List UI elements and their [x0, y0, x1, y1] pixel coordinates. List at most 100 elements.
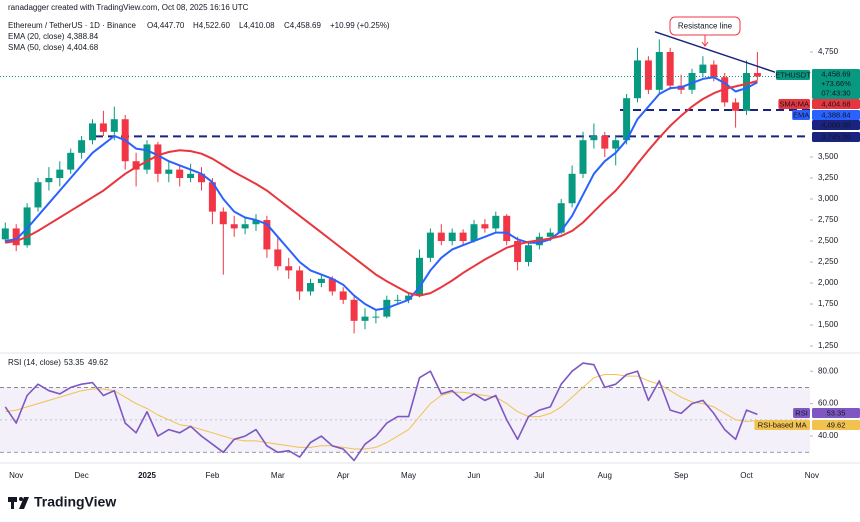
level-tag: 3,745.00 — [821, 132, 850, 141]
candle-body — [743, 73, 750, 111]
x-tick-label: Feb — [206, 471, 220, 480]
y-tick-label: 1,250 — [818, 341, 839, 350]
rsi-name-tag: RSI-based MA — [758, 420, 807, 429]
candle-body — [1, 228, 9, 240]
price-tag-change: +73.66% — [821, 79, 851, 88]
candle-body — [208, 182, 216, 212]
candle-body — [426, 232, 434, 258]
ohlc-open: O4,447.70 — [147, 21, 185, 30]
candle-body — [753, 73, 761, 77]
y-tick-label: 2,750 — [818, 215, 839, 224]
candle-body — [328, 278, 336, 292]
rsi-name-tag: RSI — [795, 408, 808, 417]
candle-body — [241, 224, 249, 229]
candle-body — [699, 64, 707, 74]
rsi-ma-value: 49.62 — [88, 358, 109, 367]
candle-body — [263, 220, 271, 250]
candle-body — [470, 224, 478, 242]
candle-body — [317, 278, 325, 284]
x-tick-label: Sep — [674, 471, 689, 480]
y-tick-label: 1,500 — [818, 320, 839, 329]
candle-body — [405, 295, 413, 300]
series-name-tag-box — [778, 99, 810, 109]
y-tick-label: 80.00 — [818, 366, 839, 375]
moving-average-line — [5, 80, 758, 297]
symbol-tag: ETHUSDT — [775, 70, 811, 79]
y-tick-label: 3,500 — [818, 152, 839, 161]
candle-body — [732, 102, 740, 111]
x-tick-label: Jul — [534, 471, 544, 480]
y-tick-label: 4,750 — [818, 47, 839, 56]
candle-body — [655, 52, 663, 90]
y-tick-label: 2,500 — [818, 236, 839, 245]
candle-body — [176, 169, 184, 179]
price-tag-value: 4,458.69 — [821, 69, 850, 78]
candle-body — [296, 270, 304, 292]
candle-body — [361, 316, 369, 321]
candle-body — [459, 232, 467, 242]
x-tick-label: Mar — [271, 471, 285, 480]
candle-body — [12, 228, 20, 246]
candle-body — [56, 169, 64, 179]
rsi-value: 53.35 — [64, 358, 85, 367]
series-name-tag-box — [792, 110, 810, 120]
price-tag-countdown: 07:43:30 — [821, 88, 850, 97]
rsi-value-tag: 49.62 — [827, 420, 846, 429]
ohlc-close: C4,458.69 — [284, 21, 321, 30]
candle-body — [67, 152, 75, 170]
candle-body — [23, 207, 31, 246]
candle-body — [481, 224, 489, 229]
candle-body — [34, 182, 42, 208]
candle-body — [187, 173, 195, 179]
rsi-name-tag-box — [754, 420, 810, 430]
rsi-name-tag-box — [793, 408, 810, 418]
x-tick-label: Oct — [740, 471, 753, 480]
candle-body — [623, 98, 631, 141]
candle-body — [274, 249, 282, 267]
ohlc-low: L4,410.08 — [239, 21, 275, 30]
x-tick-label: 2025 — [138, 471, 156, 480]
y-tick-label: 3,250 — [818, 173, 839, 182]
y-tick-label: 2,250 — [818, 257, 839, 266]
candle-body — [525, 245, 532, 263]
candle-body — [666, 52, 674, 86]
candle-body — [165, 169, 173, 174]
candle-body — [688, 73, 696, 90]
candle-body — [78, 140, 86, 153]
candle-body — [132, 161, 140, 170]
legend-ema: EMA (20, close) — [8, 32, 65, 41]
x-tick-label: Nov — [9, 471, 23, 480]
annotation-text: Resistance line — [678, 22, 733, 31]
level-tag-box — [812, 120, 860, 130]
candle-body — [568, 173, 576, 204]
ohlc-high: H4,522.60 — [193, 21, 230, 30]
candle-body — [644, 60, 652, 90]
candle-body — [503, 215, 511, 242]
candle-body — [557, 203, 565, 233]
rsi-value-tag-box — [812, 408, 860, 418]
x-tick-label: Apr — [337, 471, 350, 480]
annotation-arrow — [701, 35, 709, 47]
price-tag-box — [812, 69, 860, 99]
y-tick-label: 1,750 — [818, 299, 839, 308]
candle-body — [285, 266, 293, 271]
candle-body — [350, 299, 358, 321]
logo-icon — [8, 497, 29, 509]
candle-body — [634, 60, 641, 99]
candle-body — [143, 144, 151, 170]
series-name-tag: SMA:MA — [779, 99, 809, 108]
symbol-tag-box — [776, 70, 810, 80]
series-value-tag: 4,388.84 — [821, 110, 850, 119]
series-value-tag-box — [812, 99, 860, 109]
x-tick-label: May — [401, 471, 416, 480]
candle-body — [252, 220, 260, 225]
series-value-tag: 4,404.68 — [821, 99, 850, 108]
y-tick-label: 2,000 — [818, 278, 839, 287]
candle-body — [612, 140, 620, 149]
legend-sma-value: 4,404.68 — [67, 43, 99, 52]
candle-body — [448, 232, 456, 242]
legend-ema-value: 4,388.84 — [67, 32, 99, 41]
candle-body — [546, 232, 554, 237]
ohlc-change: +10.99 (+0.25%) — [330, 21, 390, 30]
